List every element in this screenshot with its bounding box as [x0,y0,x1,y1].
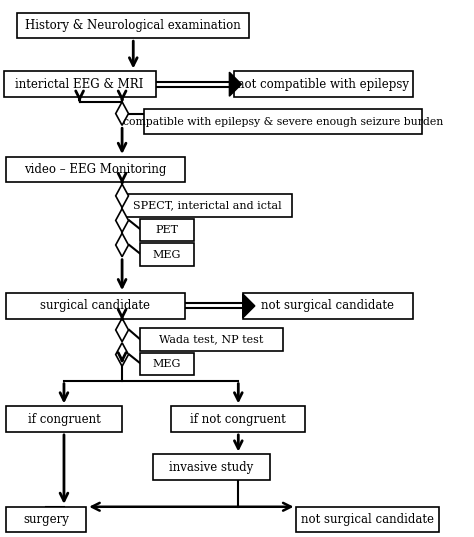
Text: MEG: MEG [153,250,181,259]
Text: if congruent: if congruent [27,412,100,426]
FancyBboxPatch shape [234,71,413,97]
Text: if not congruent: if not congruent [191,412,286,426]
Text: interictal EEG & MRI: interictal EEG & MRI [16,78,144,91]
Polygon shape [116,209,128,232]
Polygon shape [243,294,255,318]
Text: video – EEG Monitoring: video – EEG Monitoring [24,163,166,176]
Text: invasive study: invasive study [169,461,254,474]
FancyBboxPatch shape [4,71,155,97]
FancyBboxPatch shape [154,454,270,480]
FancyBboxPatch shape [243,293,413,319]
FancyBboxPatch shape [171,407,305,432]
Text: surgery: surgery [23,513,69,526]
Text: History & Neurological examination: History & Neurological examination [26,19,241,32]
Polygon shape [116,233,128,257]
Text: Wada test, NP test: Wada test, NP test [159,335,264,345]
Polygon shape [116,102,128,125]
Text: surgical candidate: surgical candidate [40,300,150,313]
FancyBboxPatch shape [6,293,185,319]
Polygon shape [116,343,128,366]
Text: not surgical candidate: not surgical candidate [301,513,435,526]
FancyBboxPatch shape [140,219,193,241]
Text: not surgical candidate: not surgical candidate [261,300,394,313]
Text: SPECT, interictal and ictal: SPECT, interictal and ictal [133,200,282,211]
FancyBboxPatch shape [6,407,122,432]
Text: PET: PET [155,225,178,235]
FancyBboxPatch shape [122,194,292,217]
FancyBboxPatch shape [140,243,193,266]
FancyBboxPatch shape [296,507,439,532]
Text: compatible with epilepsy & severe enough seizure burden: compatible with epilepsy & severe enough… [123,117,443,127]
Polygon shape [116,184,128,208]
FancyBboxPatch shape [17,12,249,38]
Polygon shape [229,72,241,96]
FancyBboxPatch shape [145,109,421,134]
FancyBboxPatch shape [6,157,185,183]
Text: MEG: MEG [153,359,181,369]
Polygon shape [116,318,128,342]
FancyBboxPatch shape [140,328,283,351]
FancyBboxPatch shape [6,507,86,532]
Text: not compatible with epilepsy: not compatible with epilepsy [237,78,409,91]
FancyBboxPatch shape [140,353,193,375]
